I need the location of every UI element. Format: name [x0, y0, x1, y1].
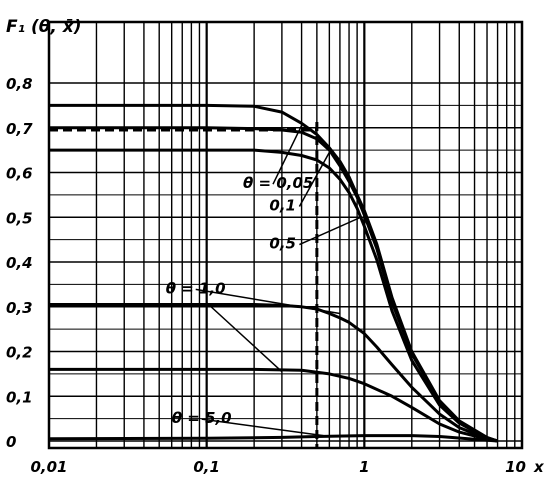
- annotation-leader-3: [299, 216, 362, 246]
- tick-labels: 0,01 0,1 1 10 0 0,1 0,2 0,3 0,4 0,5 0,6 0,7 0,8: [6, 75, 526, 476]
- annotation-leader-5: [206, 302, 283, 373]
- annotation-leader-1: [272, 125, 303, 185]
- series-curve-5: [49, 367, 498, 443]
- x-tick-label: 0,01: [30, 458, 67, 476]
- chart-title: F₁ (θ, x̄): [6, 17, 82, 37]
- x-axis-name: x: [533, 458, 545, 476]
- annotation-leader-4: [195, 288, 341, 315]
- annotation-leader-2: [298, 151, 331, 207]
- y-tick-label: 0,1: [6, 388, 33, 406]
- y-tick-label: 0,5: [6, 209, 33, 227]
- series-curve-6: [48, 434, 498, 443]
- annotations: θ = 0,05 0,1 0,5 θ = 1,0 θ = 5,0: [166, 174, 314, 427]
- x-tick-label: 10: [505, 458, 526, 476]
- y-tick-label: 0,2: [6, 344, 33, 362]
- y-tick-label: 0: [6, 433, 16, 451]
- x-tick-label: 1: [359, 458, 369, 476]
- reference-lines: [49, 122, 319, 448]
- plot-border: [47, 20, 524, 450]
- y-tick-label: 0,8: [6, 75, 33, 93]
- annotation-label-6: θ = 5,0: [172, 409, 232, 427]
- x-tick-label: 0,1: [193, 458, 220, 476]
- series-curve-3: [49, 148, 498, 443]
- annotation-label-3: 0,5: [269, 235, 296, 253]
- series-curve-4: [49, 303, 498, 443]
- grid: [48, 22, 523, 448]
- annotation-label-4: θ = 1,0: [166, 279, 226, 297]
- annotation-leaders: [195, 125, 362, 437]
- series-curve-2: [49, 126, 499, 443]
- y-tick-label: 0,4: [6, 254, 33, 272]
- annotation-label-2: 0,1: [269, 197, 296, 215]
- y-tick-label: 0,7: [6, 120, 33, 138]
- series-curves: [48, 103, 499, 443]
- y-tick-label: 0,3: [6, 299, 33, 317]
- annotation-leader-6: [201, 418, 324, 437]
- y-tick-label: 0,6: [6, 165, 33, 183]
- annotation-label-1: θ = 0,05: [243, 174, 313, 192]
- plot-frame: [47, 20, 524, 450]
